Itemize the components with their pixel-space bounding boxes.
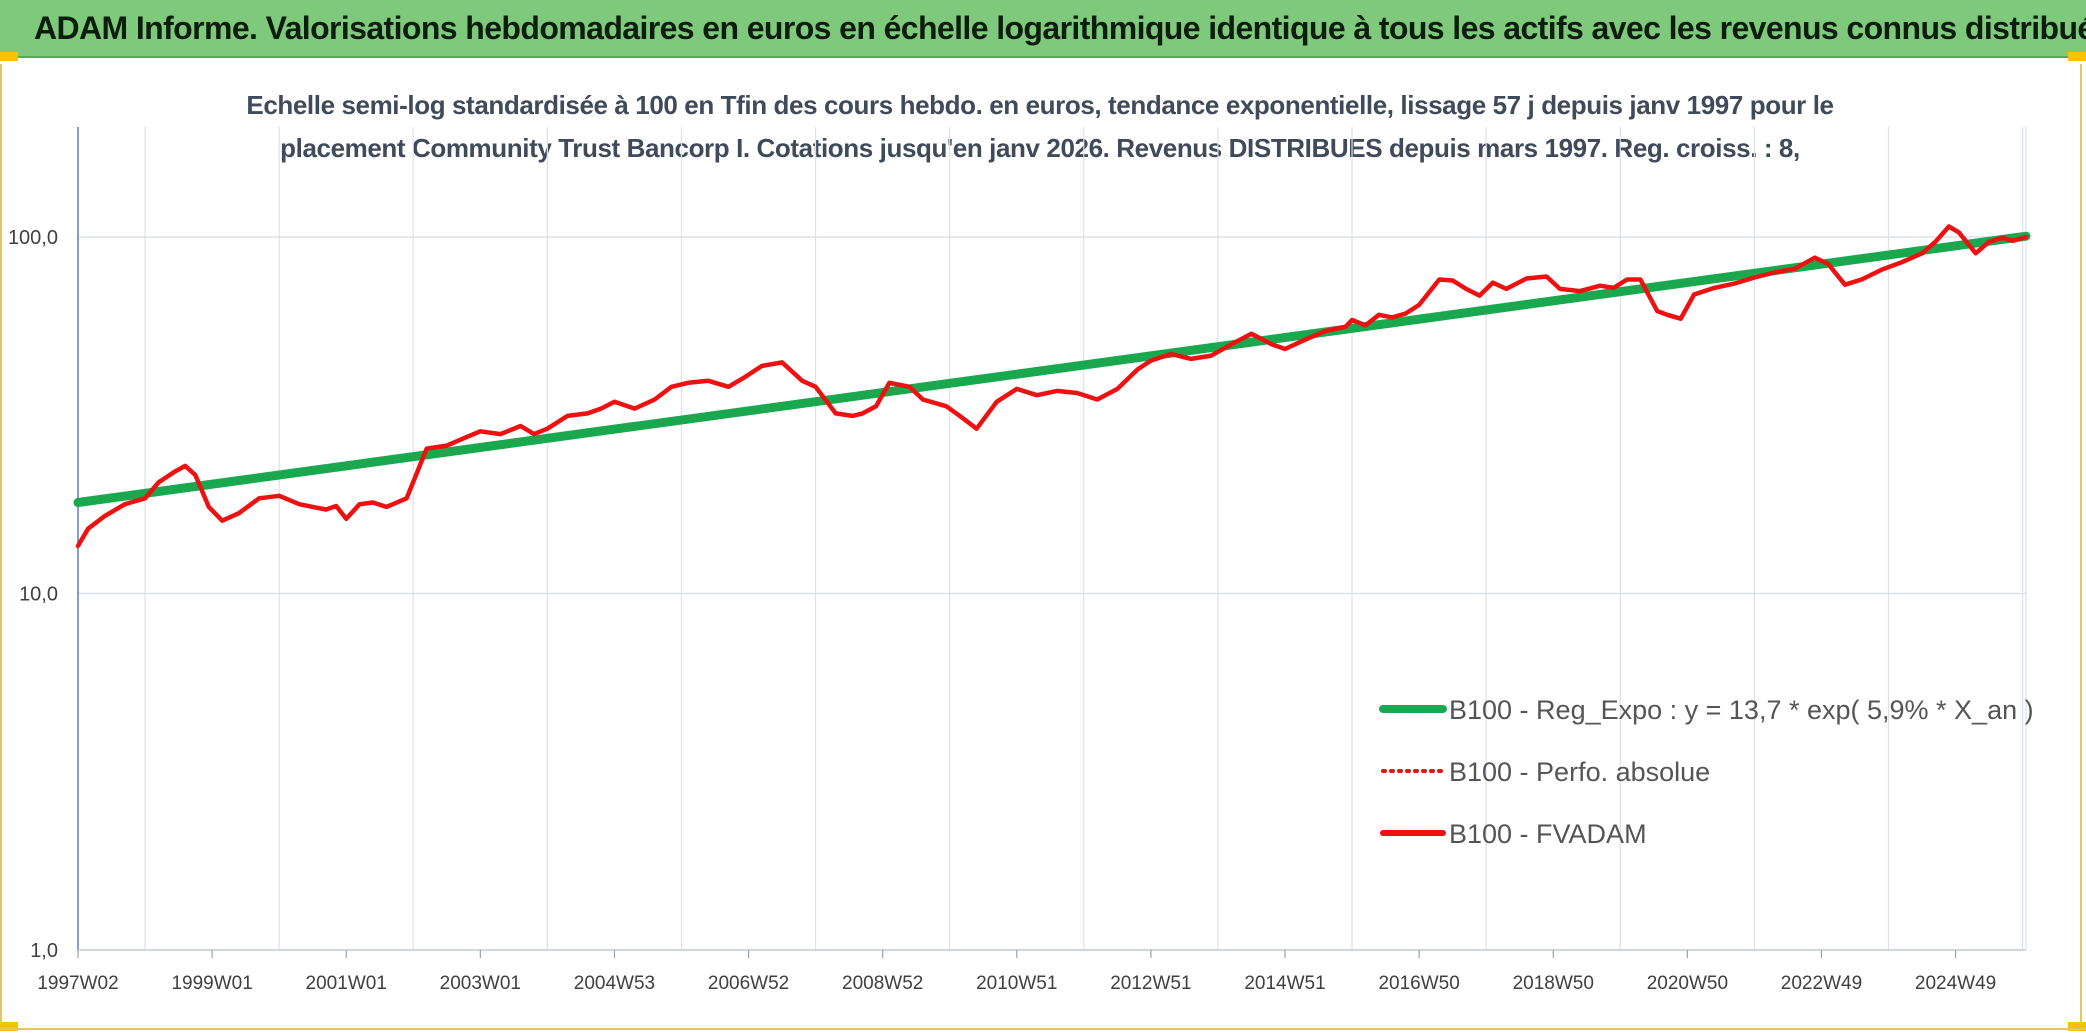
frame-left-border bbox=[0, 64, 2, 1024]
corner-marker-top-right bbox=[2068, 52, 2086, 61]
series-layer bbox=[73, 224, 2031, 549]
frame-right-border bbox=[2080, 64, 2082, 1024]
series-line-2 bbox=[75, 224, 2029, 549]
report-title: ADAM Informe. Valorisations hebdomadaire… bbox=[34, 10, 2086, 46]
legend: B100 - Reg_Expo : y = 13,7 * exp( 5,9% *… bbox=[1379, 695, 2034, 849]
x-tick-label: 2014W51 bbox=[1244, 973, 1325, 994]
x-tick-label: 2024W49 bbox=[1915, 973, 1996, 994]
chart-title-line-1: Echelle semi-log standardisée à 100 en T… bbox=[246, 90, 1834, 120]
series-line-0 bbox=[73, 231, 2031, 507]
x-tick-label: 2016W50 bbox=[1378, 973, 1459, 994]
y-tick-label: 1,0 bbox=[30, 940, 58, 962]
x-tick-label: 2020W50 bbox=[1647, 973, 1728, 994]
x-tick-label: 1999W01 bbox=[171, 973, 252, 994]
axis-layer: 100,0 10,0 1,0 1997W02 1999W01 2001W01 2003W01… bbox=[8, 127, 2026, 994]
x-tick-label: 2018W50 bbox=[1513, 973, 1594, 994]
y-tick-label: 100,0 bbox=[8, 227, 58, 249]
x-tick-label: 2008W52 bbox=[842, 973, 923, 994]
chart-title-line-2: placement Community Trust Bancorp I. Cot… bbox=[280, 133, 1800, 163]
x-tick-label: 2003W01 bbox=[440, 973, 521, 994]
grid-layer bbox=[78, 127, 2027, 951]
corner-marker-top-left bbox=[0, 52, 18, 61]
x-tick-label: 2010W51 bbox=[976, 973, 1057, 994]
y-tick-label: 10,0 bbox=[19, 584, 58, 606]
legend-label-1: B100 - Perfo. absolue bbox=[1449, 757, 1710, 787]
legend-label-0: B100 - Reg_Expo : y = 13,7 * exp( 5,9% *… bbox=[1449, 695, 2034, 725]
x-tick-label: 2006W52 bbox=[708, 973, 789, 994]
corner-marker-bottom-left bbox=[0, 1022, 18, 1031]
x-tick-label: 2001W01 bbox=[306, 973, 387, 994]
x-tick-label: 2012W51 bbox=[1110, 973, 1191, 994]
x-tick-label: 2004W53 bbox=[574, 973, 655, 994]
report-banner: ADAM Informe. Valorisations hebdomadaire… bbox=[0, 0, 2086, 58]
x-tick-label: 1997W02 bbox=[37, 973, 118, 994]
corner-marker-bottom-right bbox=[2068, 1022, 2086, 1031]
frame-bottom-border bbox=[0, 1028, 2086, 1030]
x-tick-label: 2022W49 bbox=[1781, 973, 1862, 994]
legend-label-2: B100 - FVADAM bbox=[1449, 819, 1647, 849]
